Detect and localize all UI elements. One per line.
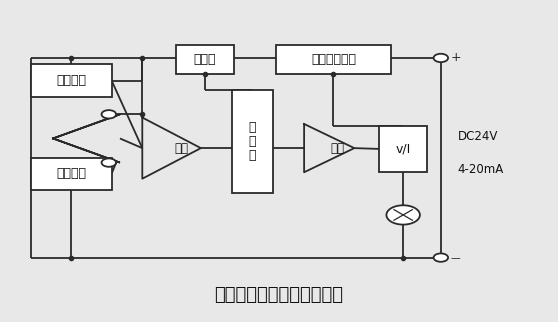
Bar — [276, 45, 391, 74]
Circle shape — [434, 253, 448, 262]
Bar — [31, 64, 112, 97]
Text: 基准源: 基准源 — [194, 53, 217, 66]
Circle shape — [386, 205, 420, 225]
Text: 反接限流保护: 反接限流保护 — [311, 53, 356, 66]
Text: DC24V: DC24V — [458, 130, 498, 143]
Text: v/I: v/I — [396, 142, 411, 156]
Text: 断偶保护: 断偶保护 — [56, 74, 86, 87]
Text: —: — — [451, 252, 460, 263]
Text: 4-20mA: 4-20mA — [458, 163, 504, 175]
Circle shape — [434, 54, 448, 62]
Bar — [379, 126, 427, 172]
Bar — [31, 158, 112, 190]
Text: 放大: 放大 — [174, 142, 189, 155]
Text: 线
性
化: 线 性 化 — [249, 121, 256, 162]
Text: 热电偶温度变送器原理框图: 热电偶温度变送器原理框图 — [214, 286, 344, 304]
Circle shape — [102, 158, 116, 167]
Text: +: + — [451, 52, 461, 64]
Text: 冷端补偿: 冷端补偿 — [56, 167, 86, 180]
Bar — [176, 45, 234, 74]
Bar — [232, 90, 273, 193]
Circle shape — [102, 110, 116, 118]
Text: 放大: 放大 — [330, 142, 345, 155]
